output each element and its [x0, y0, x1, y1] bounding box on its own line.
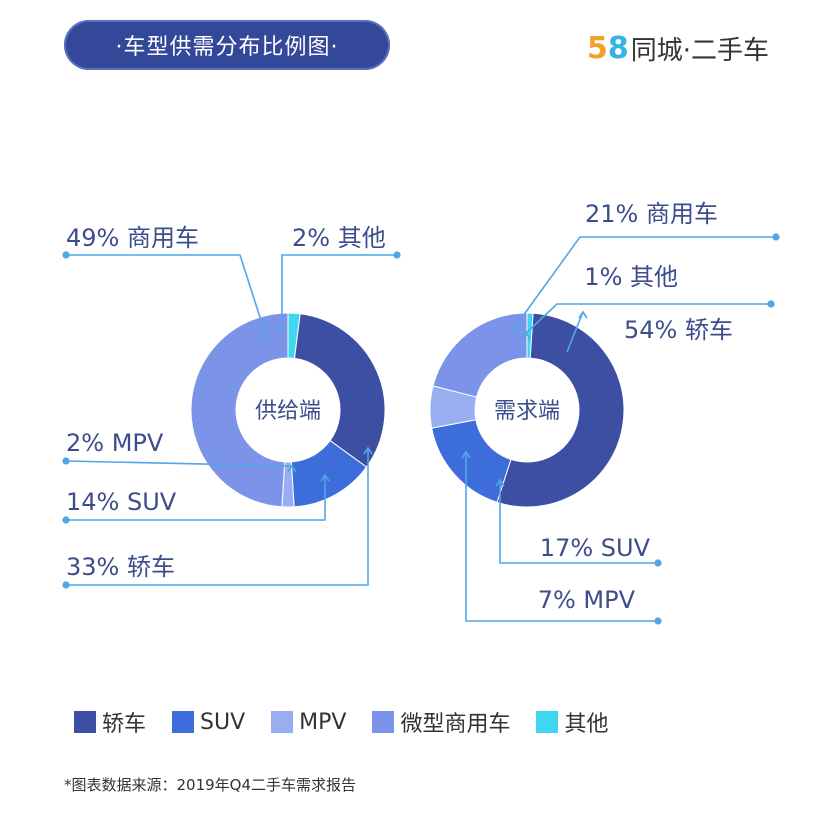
leader-arrow-1-2: [495, 478, 505, 487]
legend-label-mpv: MPV: [299, 709, 347, 735]
legend-swatch-mpv: [271, 711, 294, 733]
leader-line-0-3: [65, 460, 293, 467]
data-label-1-4: 21% 商用车: [585, 200, 718, 228]
slice-1-2: [431, 419, 512, 503]
legend-item-other: 其他: [536, 706, 608, 738]
leader-dot-1-3: [654, 617, 662, 625]
legend-label-sedan: 轿车: [102, 712, 147, 737]
data-label-0-0: 2% 其他: [292, 224, 386, 252]
leader-dot-0-2: [62, 516, 70, 524]
center-label-1: 需求端: [494, 399, 560, 424]
slice-1-1: [496, 312, 625, 508]
legend-label-other: 其他: [564, 712, 609, 737]
legend-swatch-suv: [172, 711, 195, 733]
leader-line-0-4: [66, 254, 266, 334]
brand-num-8: 8: [607, 30, 629, 66]
legend-swatch-other: [536, 711, 559, 733]
leader-dot-1-1: [767, 300, 775, 308]
brand-num-5: 5: [587, 30, 608, 66]
brand-text: 同城·二手车: [630, 35, 770, 66]
slice-0-1: [293, 313, 386, 468]
center-label-0: 供给端: [255, 399, 321, 424]
leader-line-0-1: [66, 448, 369, 586]
leader-dot-1-2: [654, 559, 662, 567]
leader-dot-0-0: [393, 251, 401, 259]
legend-label-commercial: 微型商用车: [400, 712, 511, 737]
leader-arrow-1-3: [461, 450, 471, 459]
leader-arrow-1-1: [578, 310, 588, 319]
leader-line-1-3: [465, 452, 658, 622]
leader-arrow-1-0: [521, 331, 531, 340]
legend-item-suv: SUV: [172, 710, 245, 735]
leader-line-1-2: [499, 480, 658, 564]
leader-line-1-4: [514, 236, 776, 328]
data-label-1-1: 54% 轿车: [624, 316, 733, 344]
legend: 轿车 SUV MPV 微型商用车 其他: [74, 706, 634, 738]
leader-arrow-0-1: [363, 446, 373, 455]
slice-1-4: [432, 312, 528, 398]
leader-dot-1-4: [772, 233, 780, 241]
data-label-0-4: 49% 商用车: [66, 224, 199, 252]
leader-arrow-0-3: [287, 464, 297, 473]
data-label-1-2: 17% SUV: [540, 534, 651, 562]
legend-item-commercial: 微型商用车: [372, 706, 510, 738]
data-label-0-3: 2% MPV: [66, 429, 164, 457]
leader-dot-0-3: [62, 457, 70, 465]
legend-swatch-commercial: [372, 711, 395, 733]
leader-arrow-0-2: [320, 473, 330, 482]
legend-label-suv: SUV: [200, 709, 246, 735]
legend-swatch-sedan: [74, 711, 96, 733]
leader-dot-0-4: [62, 251, 70, 259]
leader-arrow-0-4: [260, 331, 270, 340]
data-label-0-2: 14% SUV: [66, 488, 177, 516]
brand-logo: 5 8 同城·二手车: [587, 28, 769, 68]
data-label-1-0: 1% 其他: [584, 263, 678, 291]
page-title: ·车型供需分布比例图·: [64, 20, 390, 70]
leader-dot-0-1: [62, 581, 70, 589]
legend-item-mpv: MPV: [271, 710, 346, 735]
leader-line-0-0: [281, 254, 397, 325]
leader-line-1-1: [566, 311, 584, 353]
leader-arrow-0-0: [277, 323, 287, 332]
legend-item-sedan: 轿车: [74, 706, 146, 738]
source-note: *图表数据来源：2019年Q4二手车需求报告: [64, 776, 357, 794]
data-label-1-3: 7% MPV: [538, 586, 636, 614]
leader-line-0-2: [66, 475, 326, 521]
leader-line-1-0: [525, 303, 771, 334]
leader-arrow-1-4: [510, 325, 520, 334]
slice-0-4: [190, 312, 289, 508]
data-label-0-1: 33% 轿车: [66, 553, 175, 581]
